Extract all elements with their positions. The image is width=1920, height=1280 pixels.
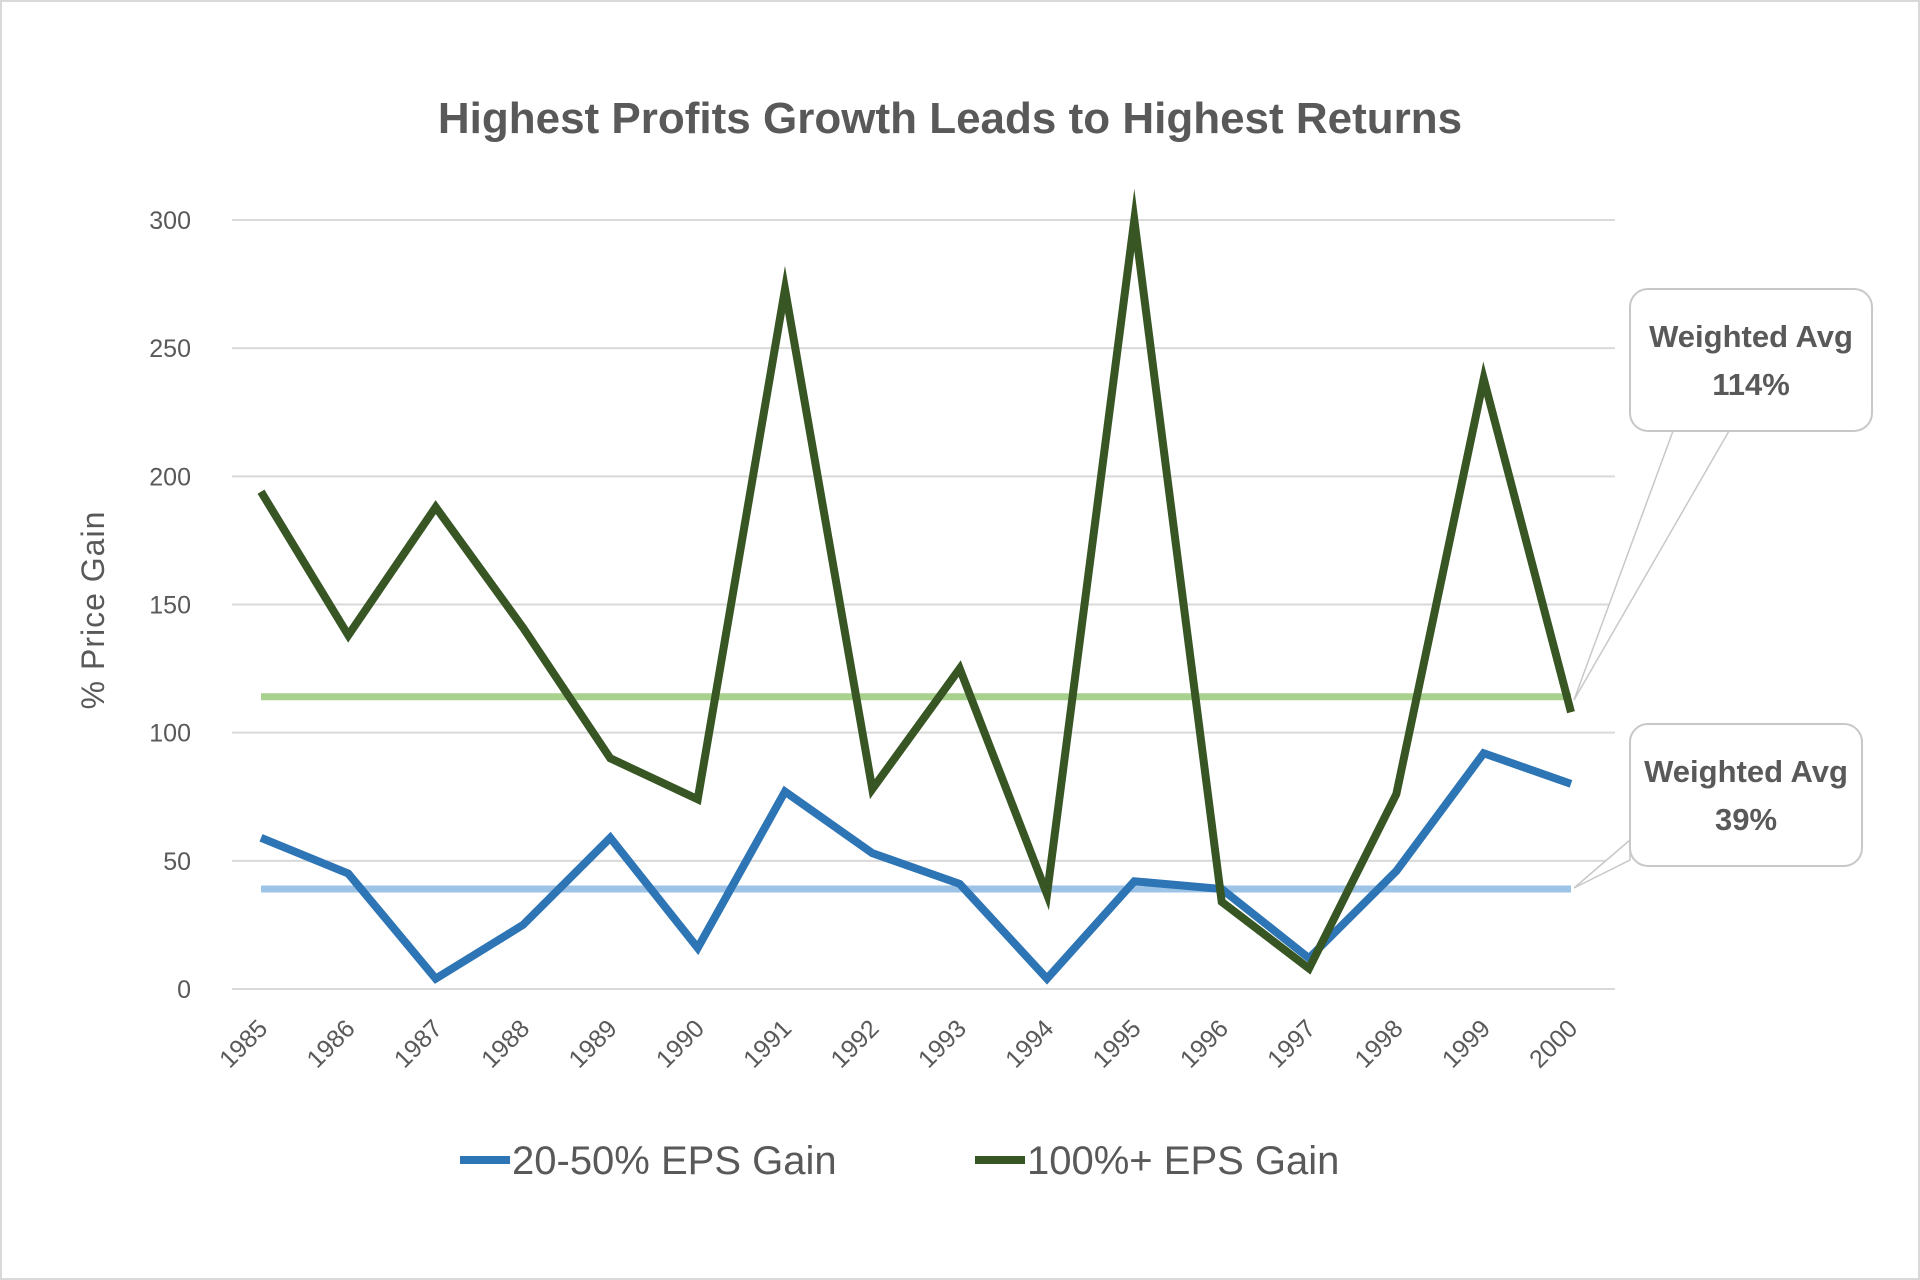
y-tick-label: 50 (163, 848, 191, 876)
callout-value: 114% (1712, 367, 1790, 402)
y-tick-label: 0 (177, 976, 191, 1004)
callout-box (1629, 723, 1863, 867)
legend: 20-50% EPS Gain 100%+ EPS Gain (460, 1139, 1339, 1183)
x-tick-label: 1994 (1000, 1014, 1059, 1073)
callout-title: Weighted Avg (1644, 754, 1848, 789)
series-line-100-plus-eps (257, 188, 1575, 975)
y-tick-label: 100 (149, 720, 191, 748)
legend-label: 100%+ EPS Gain (1027, 1139, 1339, 1183)
series-lines (257, 188, 1575, 985)
legend-item: 20-50% EPS Gain (460, 1139, 837, 1183)
callout-value: 39% (1715, 802, 1777, 837)
weighted-avg-callout: Weighted Avg 39% (1573, 723, 1863, 889)
legend-label: 20-50% EPS Gain (512, 1139, 837, 1183)
series-line-20-50-eps (259, 748, 1573, 985)
x-tick-label: 1985 (214, 1014, 273, 1073)
y-tick-label: 150 (149, 592, 191, 620)
y-axis-label: % Price Gain (75, 511, 111, 710)
x-tick-label: 1995 (1087, 1014, 1146, 1073)
y-tick-labels: 0 50 100 150 200 250 300 (149, 207, 191, 1004)
x-tick-label: 1991 (738, 1014, 797, 1073)
x-tick-label: 1997 (1262, 1014, 1321, 1073)
y-tick-label: 200 (149, 463, 191, 491)
y-tick-label: 300 (149, 207, 191, 235)
callouts: Weighted Avg 114% Weighted Avg 39% (1573, 288, 1873, 889)
x-tick-label: 1998 (1349, 1014, 1408, 1073)
x-tick-label: 1988 (476, 1014, 535, 1073)
y-tick-label: 250 (149, 335, 191, 363)
x-tick-label: 1993 (913, 1014, 972, 1073)
x-tick-label: 1986 (301, 1014, 360, 1073)
callout-box (1629, 288, 1873, 432)
callout-pointer (1573, 430, 1731, 701)
x-tick-label: 1989 (563, 1014, 622, 1073)
x-tick-label: 1992 (825, 1014, 884, 1073)
callout-pointer (1573, 838, 1631, 889)
x-tick-label: 1999 (1437, 1014, 1496, 1073)
x-tick-label: 1996 (1175, 1014, 1234, 1073)
x-tick-label: 1987 (389, 1014, 448, 1073)
x-tick-label: 2000 (1524, 1014, 1583, 1073)
chart-title: Highest Profits Growth Leads to Highest … (438, 94, 1462, 143)
weighted-avg-callout: Weighted Avg 114% (1573, 288, 1873, 701)
callout-title: Weighted Avg (1649, 319, 1853, 354)
x-tick-label: 1990 (651, 1014, 710, 1073)
legend-item: 100%+ EPS Gain (975, 1139, 1339, 1183)
gridlines (232, 219, 1615, 990)
x-tick-labels: 1985 1986 1987 1988 1989 1990 1991 1992 1993 1994… (214, 1014, 1583, 1073)
